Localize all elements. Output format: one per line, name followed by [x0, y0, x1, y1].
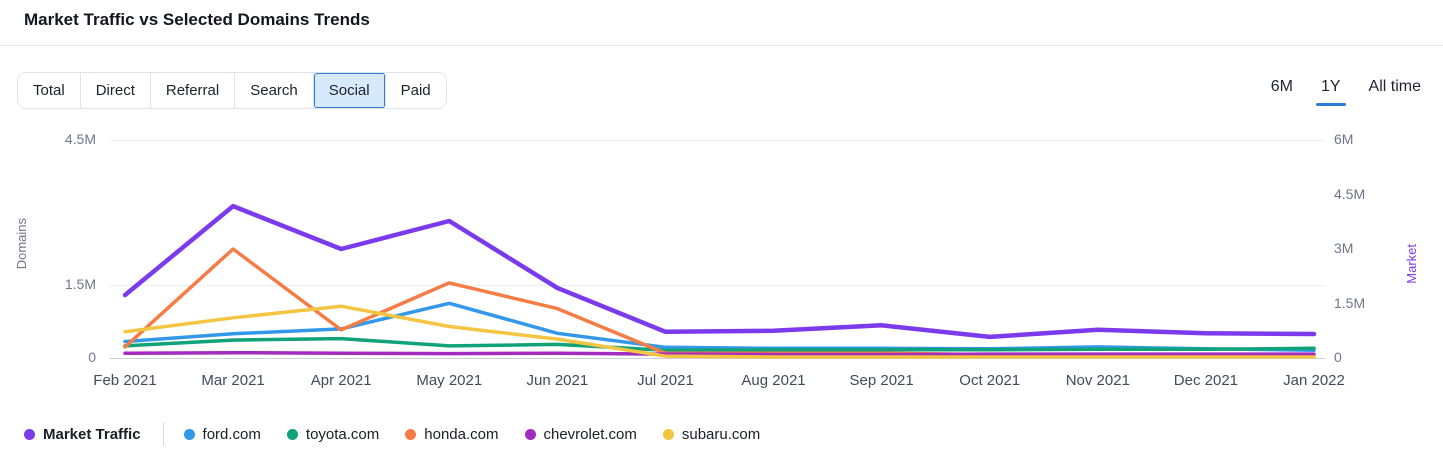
legend-item-subaru-com[interactable]: subaru.com	[662, 425, 761, 443]
right-tick-label: 1.5M	[1334, 294, 1366, 311]
filter-direct[interactable]: Direct	[80, 72, 151, 108]
filter-referral[interactable]: Referral	[150, 72, 236, 108]
legend-label: honda.com	[424, 425, 499, 443]
x-tick-label: Jun 2021	[526, 372, 589, 389]
line-market-traffic[interactable]	[122, 203, 1317, 340]
header-divider	[0, 45, 1443, 46]
line-toyota-com[interactable]	[123, 336, 1316, 352]
x-tick-label: Mar 2021	[201, 372, 265, 389]
right-axis-title: Market	[1404, 150, 1419, 378]
range-1y[interactable]: 1Y	[1321, 74, 1341, 106]
right-tick-label: 6M	[1334, 131, 1354, 147]
legend-label: toyota.com	[305, 425, 380, 443]
right-tick-label: 0	[1334, 349, 1342, 365]
filter-paid[interactable]: Paid	[385, 72, 446, 108]
plot-area[interactable]	[110, 130, 1325, 370]
page-title: Market Traffic vs Selected Domains Trend…	[24, 10, 370, 29]
range-6m[interactable]: 6M	[1271, 74, 1293, 106]
left-tick-label: 4.5M	[64, 131, 96, 147]
range-all-time[interactable]: All time	[1369, 74, 1421, 106]
line-ford-com[interactable]	[123, 301, 1316, 352]
gridline	[110, 285, 1325, 287]
filter-total[interactable]: Total	[18, 72, 81, 108]
chart-legend: Market Traffic ford.com toyota.com honda.co…	[24, 421, 760, 447]
legend-dot	[286, 428, 298, 440]
legend-dot	[524, 428, 536, 440]
filter-search[interactable]: Search	[235, 72, 314, 108]
legend-item-honda-com[interactable]: honda.com	[405, 425, 499, 443]
right-tick-label: 3M	[1334, 240, 1354, 256]
controls-bar: Total Direct Referral Search Social Paid 6M 1Y…	[17, 71, 1421, 109]
legend-label: Market Traffic	[43, 425, 141, 443]
legend-dot	[183, 428, 195, 440]
legend-item-chevrolet-com[interactable]: chevrolet.com	[524, 425, 637, 443]
legend-item-toyota-com[interactable]: toyota.com	[286, 425, 380, 443]
legend-divider	[162, 422, 164, 446]
legend-label: subaru.com	[681, 425, 761, 443]
gridline	[110, 358, 1325, 359]
left-axis-title: Domains	[14, 130, 29, 358]
left-tick-label: 1.5M	[64, 276, 96, 293]
x-tick-label: Jan 2022	[1283, 372, 1345, 389]
gridline	[110, 140, 1325, 141]
legend-dot	[405, 428, 417, 440]
line-subaru-com[interactable]	[123, 304, 1316, 359]
left-tick-label: 0	[88, 349, 96, 365]
legend-dot	[24, 428, 35, 440]
x-tick-label: Dec 2021	[1173, 372, 1239, 389]
left-axis-title-text: Domains	[14, 218, 29, 270]
legend-item-ford-com[interactable]: ford.com	[183, 425, 261, 443]
right-axis-title-text: Market	[1404, 244, 1419, 284]
x-tick-label: Oct 2021	[959, 372, 1021, 389]
legend-dot	[662, 428, 674, 440]
legend-item-market-traffic[interactable]: Market Traffic	[24, 426, 141, 443]
right-tick-label: 4.5M	[1334, 185, 1366, 202]
x-tick-label: Aug 2021	[741, 372, 806, 389]
x-tick-label: Feb 2021	[93, 372, 157, 389]
trend-chart: Domains Market 4.5M 1.5M 0 6M 4.5M 3M 1.5M 0 F…	[0, 130, 1443, 415]
legend-label: ford.com	[202, 425, 261, 443]
x-tick-label: Jul 2021	[637, 372, 694, 389]
filter-social[interactable]: Social	[313, 72, 386, 108]
legend-label: chevrolet.com	[543, 425, 637, 443]
x-tick-label: Apr 2021	[310, 372, 372, 389]
line-chevrolet-com[interactable]	[123, 350, 1316, 357]
x-axis-labels: Feb 2021 Mar 2021 Apr 2021 May 2021 Jun 2021…	[93, 372, 1345, 392]
x-tick-label: Nov 2021	[1065, 372, 1130, 389]
time-range-selector: 6M 1Y All time	[1271, 74, 1421, 106]
traffic-type-filter: Total Direct Referral Search Social Paid	[17, 71, 447, 109]
x-tick-label: Sep 2021	[849, 372, 914, 389]
x-tick-label: May 2021	[416, 372, 483, 389]
